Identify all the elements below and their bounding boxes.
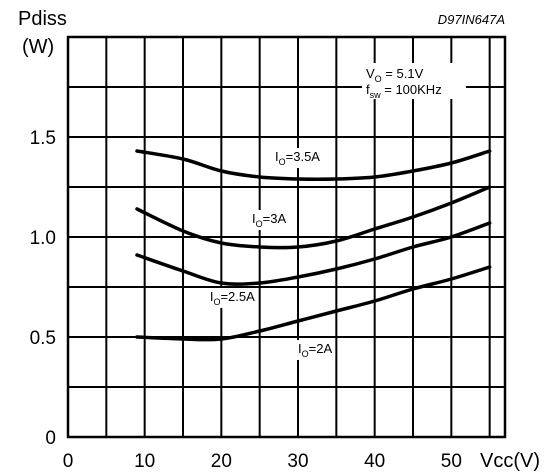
- test-conditions: VO = 5.1V fsw = 100KHz: [362, 63, 466, 100]
- series-label-background: [273, 148, 323, 168]
- x-tick-label: 30: [287, 451, 308, 472]
- figure-code: D97IN647A: [438, 12, 505, 27]
- series-label-background: [296, 340, 335, 360]
- x-axis-title: Vcc(V): [480, 450, 540, 472]
- series-label: IO=3A: [252, 211, 286, 229]
- conditions-background: [362, 63, 466, 99]
- plot-frame: [66, 35, 507, 439]
- series-label: IO=2.5A: [210, 289, 255, 307]
- x-tick-label: 40: [364, 451, 385, 472]
- grid: [66, 35, 507, 439]
- series-label-background: [250, 210, 289, 230]
- series-group: IO=3.5A IO=3A IO=2.5A IO=2A: [135, 148, 492, 360]
- figure-code-background: [434, 12, 508, 27]
- series-curve: [135, 149, 492, 181]
- y-axis-title-line1: Pdiss: [18, 8, 67, 30]
- series-curve: [135, 185, 492, 250]
- y-axis-title-line2: (W): [22, 36, 54, 58]
- y-ticks: 0 0.5 1.0 1.5: [30, 128, 56, 449]
- x-tick-label: 50: [441, 451, 462, 472]
- y-tick-label: 0.5: [30, 328, 56, 349]
- series-curve: [135, 265, 492, 342]
- y-tick-label: 1.0: [30, 228, 56, 249]
- x-tick-label: 10: [134, 451, 155, 472]
- condition-fsw: fsw = 100KHz: [366, 82, 442, 100]
- condition-vo: VO = 5.1V: [366, 66, 424, 84]
- y-tick-label: 1.5: [30, 128, 56, 149]
- series-label: IO=3.5A: [275, 149, 320, 167]
- x-tick-label: 20: [211, 451, 232, 472]
- series-curve: [135, 221, 492, 286]
- series-label-background: [207, 288, 258, 308]
- y-tick-label: 0: [45, 428, 56, 449]
- series-label: IO=2A: [298, 341, 332, 359]
- x-tick-label: 0: [63, 451, 74, 472]
- x-ticks: 0 10 20 30 40 50: [63, 451, 462, 472]
